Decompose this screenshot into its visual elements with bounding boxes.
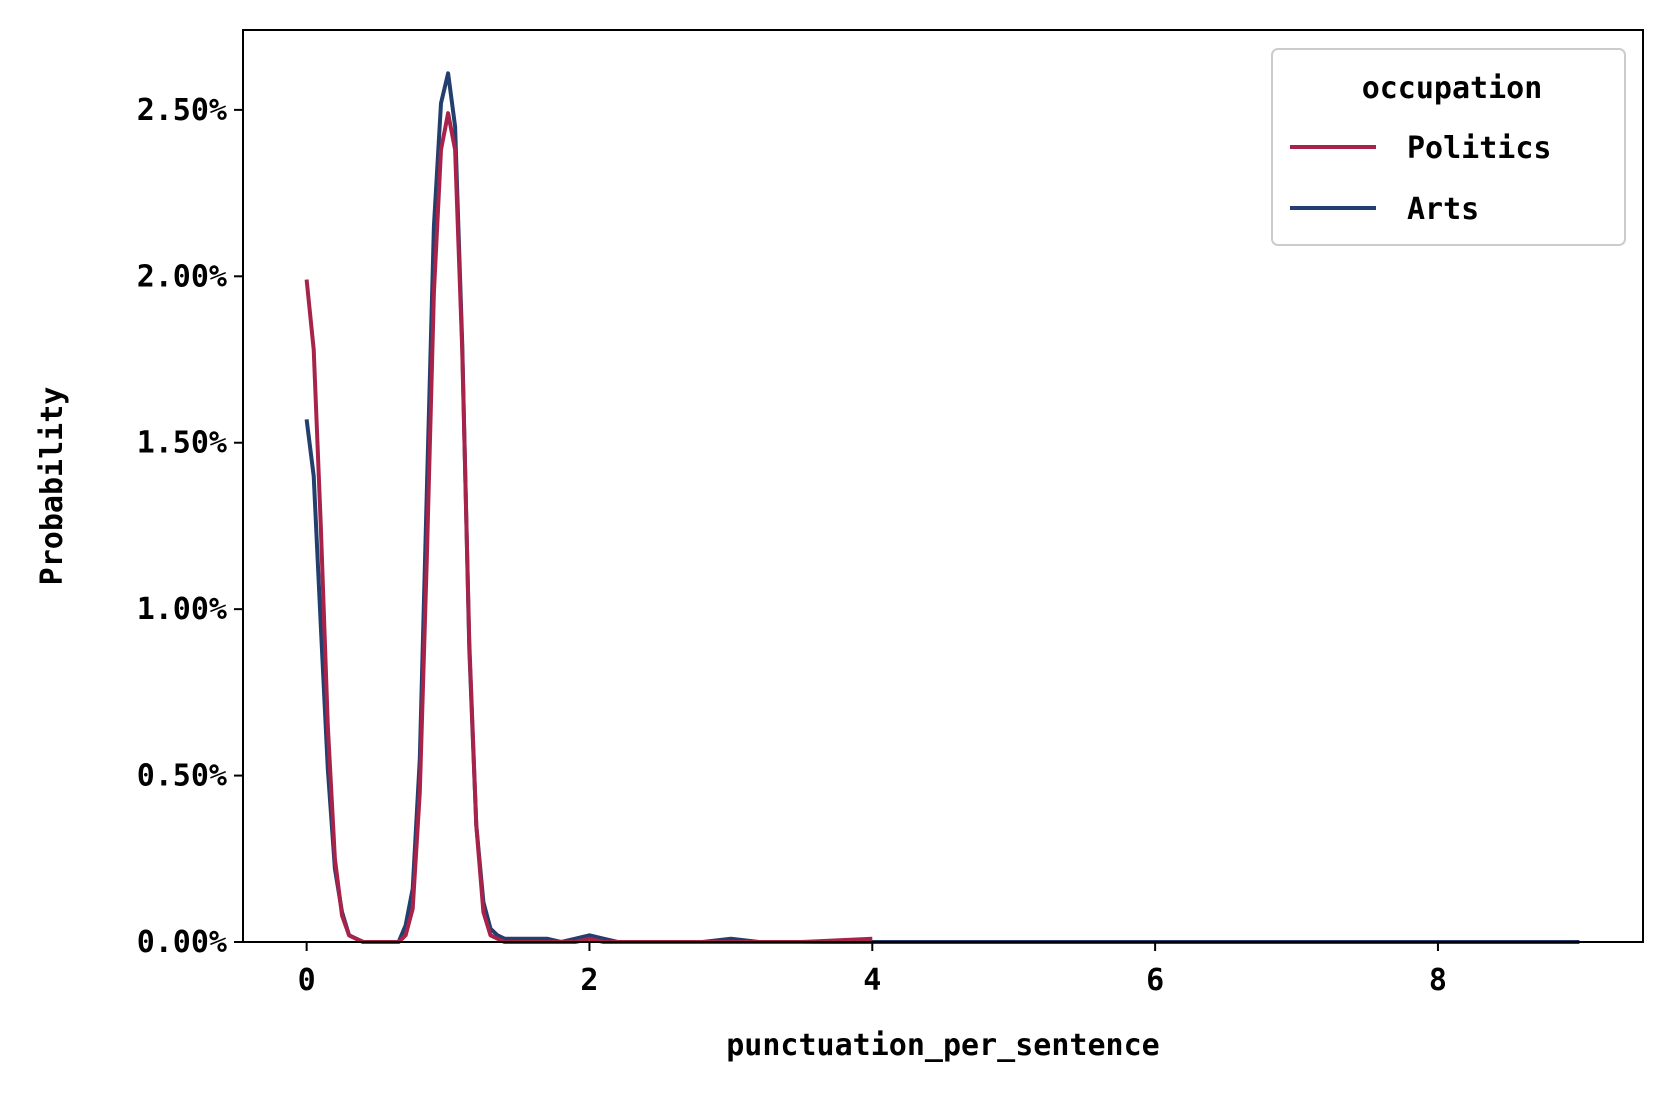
- legend-label-arts: Arts: [1407, 192, 1479, 227]
- legend-title: occupation: [1362, 71, 1543, 106]
- plot-frame: [242, 29, 1644, 943]
- x-tick-label: 0: [298, 963, 316, 998]
- x-tick-label: 8: [1429, 963, 1447, 998]
- x-tick-label: 2: [580, 963, 598, 998]
- y-axis: 0.00% 0.50% 1.00% 1.50% 2.00% 2.50%: [137, 93, 243, 960]
- y-tick-label: 2.50%: [137, 93, 227, 128]
- legend-label-politics: Politics: [1407, 131, 1552, 166]
- x-axis-label: punctuation_per_sentence: [726, 1028, 1159, 1063]
- y-tick-label: 1.00%: [137, 592, 227, 627]
- y-tick-label: 0.50%: [137, 759, 227, 794]
- y-tick-label: 1.50%: [137, 426, 227, 461]
- series-line-politics: [304, 111, 873, 944]
- x-axis: 0 2 4 6 8: [298, 942, 1447, 998]
- x-tick-label: 4: [863, 963, 881, 998]
- legend: occupation Politics Arts: [1271, 48, 1626, 246]
- y-axis-label: Probability: [35, 387, 70, 586]
- x-tick-label: 6: [1146, 963, 1164, 998]
- legend-box: [1271, 48, 1626, 246]
- y-tick-label: 2.00%: [137, 259, 227, 294]
- y-tick-label: 0.00%: [137, 925, 227, 960]
